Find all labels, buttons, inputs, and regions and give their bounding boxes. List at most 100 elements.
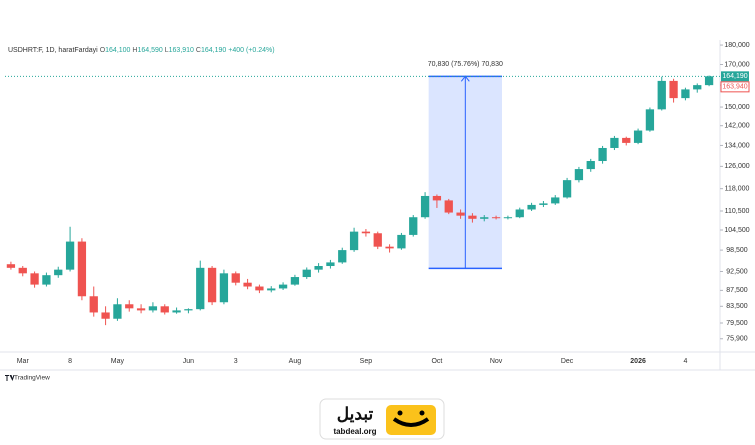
x-tick-label: Sep [360, 358, 373, 365]
header-field: +400 (+0.24%) [228, 47, 274, 54]
candle-body [267, 288, 276, 291]
y-tick-label: 92,500 [726, 268, 748, 275]
candle-body [669, 80, 678, 99]
candle-body [101, 312, 110, 319]
candle-body [349, 231, 359, 251]
header-field: C [196, 47, 201, 54]
candle-body [30, 273, 39, 285]
y-tick-label: 110,500 [725, 208, 750, 215]
y-tick-label: 79,500 [726, 320, 748, 327]
candle-body [338, 250, 347, 263]
x-tick-label: 8 [68, 358, 72, 365]
candle-body [172, 310, 181, 313]
x-tick-label: Aug [289, 358, 302, 365]
candle-body [136, 308, 146, 311]
candle-body [243, 282, 252, 287]
y-tick-label: 170,000 [724, 61, 749, 68]
candle-body [515, 209, 524, 218]
y-tick-label: 98,500 [726, 247, 748, 254]
candle-body [326, 262, 335, 267]
last-price-label: 164,190 [722, 73, 747, 80]
candle-body [456, 212, 465, 216]
candle-body [89, 296, 98, 313]
x-tick-label: 2026 [630, 358, 646, 365]
candle-body [645, 109, 655, 131]
candle-body [54, 269, 63, 276]
candle-body [539, 203, 548, 205]
candle-body [468, 215, 477, 219]
y-tick-label: 118,000 [725, 186, 750, 193]
candle-body [65, 241, 75, 270]
candle-body [113, 304, 122, 319]
footer: TradingView [14, 375, 50, 382]
tv-icon [5, 375, 15, 381]
header-field: 164,590 [137, 47, 162, 54]
logo-eye [397, 410, 403, 416]
last-price-tag [721, 71, 749, 82]
candle-body [6, 264, 16, 268]
candle-body [148, 306, 158, 311]
y-tick-label: 87,500 [726, 287, 748, 294]
candle-body [444, 200, 453, 213]
candle-body [361, 231, 371, 234]
x-tick-label: 4 [683, 358, 687, 365]
y-tick-label: 142,000 [724, 123, 749, 130]
candle-body [42, 275, 51, 285]
x-tick-label: Oct [431, 358, 442, 365]
candle-body [290, 277, 300, 285]
logo-site: tabdeal.org [333, 427, 376, 436]
x-tick-label: Nov [490, 358, 503, 365]
header-field: H [132, 47, 137, 54]
candle-body [278, 284, 288, 289]
candle-body [551, 197, 560, 204]
header-field: USDHRT:F, 1D, haratFardayi [8, 47, 98, 54]
x-tick-label: Jun [183, 358, 194, 365]
candle-body [77, 241, 87, 297]
y-tick-label: 75,900 [726, 336, 748, 343]
logo-name: تبدیل [337, 404, 374, 423]
candle-body [409, 217, 418, 235]
chart-header: USDHRT:F, 1D, haratFardayi O164,100 H164… [8, 47, 275, 54]
y-tick-label: 83,500 [726, 303, 748, 310]
candle-body [503, 217, 513, 219]
candle-body [397, 234, 406, 249]
candle-body [125, 304, 134, 309]
candle-body [598, 147, 607, 162]
y-tick-label: 150,000 [724, 104, 749, 111]
header-field: L [165, 47, 169, 54]
candle-body [302, 269, 311, 278]
bid-price-label: 163,940 [722, 84, 747, 91]
candle-body [586, 161, 595, 170]
x-tick-label: Mar [17, 358, 30, 365]
candle-body [681, 89, 690, 99]
measure-label: 70,830 (75.76%) 70,830 [428, 61, 503, 68]
candle-body [480, 217, 489, 219]
x-tick-label: 3 [234, 358, 238, 365]
logo-eye [419, 410, 425, 416]
candle-body [420, 195, 430, 218]
x-tick-label: Dec [561, 358, 574, 365]
candle-body [255, 286, 264, 291]
y-tick-label: 134,000 [724, 142, 749, 149]
candle-body [207, 267, 217, 303]
y-tick-label: 104,500 [724, 227, 749, 234]
candle-body [18, 267, 27, 274]
candle-body [610, 137, 619, 148]
y-tick-label: 126,000 [724, 163, 749, 170]
candle-body [219, 273, 229, 303]
candle-body [704, 76, 714, 86]
candle-body [633, 130, 643, 143]
header-field: 164,190 [201, 47, 226, 54]
candle-body [314, 266, 323, 270]
x-tick-label: May [111, 358, 125, 365]
candle-body [491, 217, 501, 219]
measure-arrowhead [460, 75, 470, 82]
candle-body [693, 85, 702, 90]
candle-body [562, 180, 572, 198]
candle-body [385, 246, 394, 249]
header-field: O [100, 47, 106, 54]
candle-body [373, 233, 382, 247]
header-field: 163,910 [169, 47, 194, 54]
